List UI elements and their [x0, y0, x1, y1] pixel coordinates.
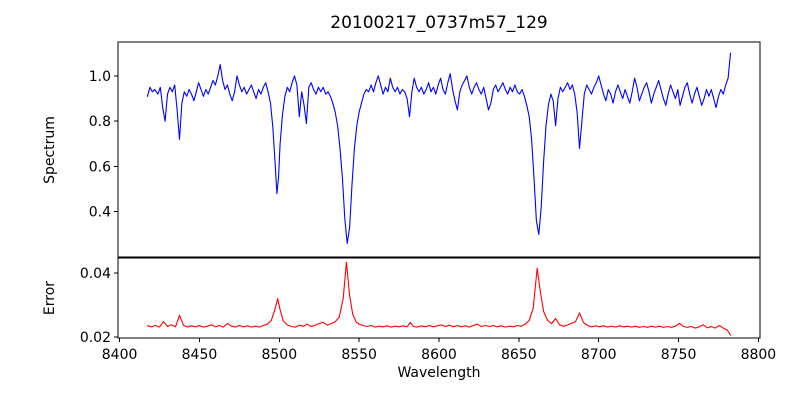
x-tick-label: 8600: [421, 347, 457, 363]
x-tick-label: 8400: [102, 347, 138, 363]
spectrum-y-tick-label: 0.8: [89, 114, 111, 130]
x-tick-label: 8450: [182, 347, 218, 363]
error-line: [146, 261, 732, 336]
x-tick-label: 8550: [341, 347, 377, 363]
x-tick-label: 8800: [741, 347, 777, 363]
spectrum-y-tick-label: 0.6: [89, 159, 111, 175]
error-y-tick-label: 0.02: [80, 330, 111, 346]
x-axis-label: Wavelength: [397, 365, 481, 381]
x-tick-label: 8700: [581, 347, 617, 363]
spectrum-y-tick-label: 0.4: [89, 205, 111, 221]
error-y-tick-label: 0.04: [80, 266, 111, 282]
x-tick-label: 8650: [501, 347, 537, 363]
x-tick-label: 8500: [261, 347, 297, 363]
spectrum-y-tick-label: 1.0: [89, 69, 111, 85]
figure-title: 20100217_0737m57_129: [330, 13, 548, 33]
x-tick-label: 8750: [661, 347, 697, 363]
spectrum-line: [146, 52, 732, 244]
spectrum-plot-border: [117, 41, 761, 258]
